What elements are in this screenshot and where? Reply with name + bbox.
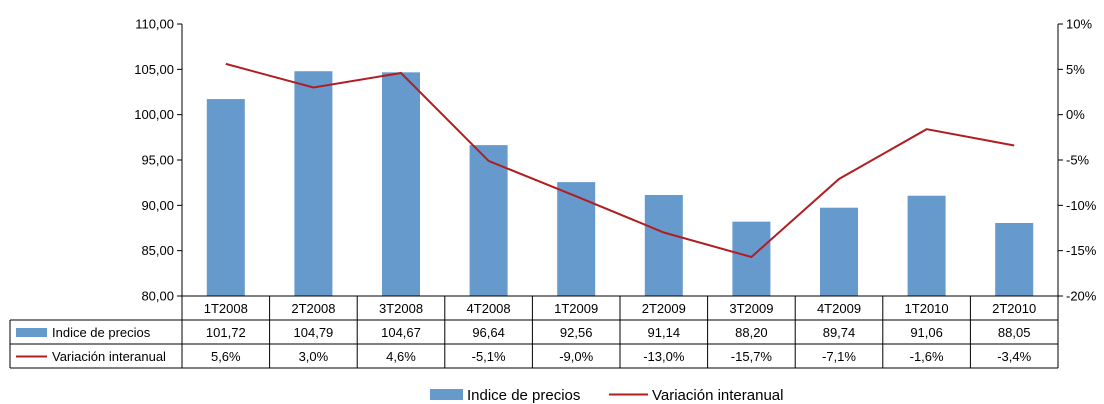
y-right-tick-label: -10% bbox=[1066, 198, 1097, 213]
data-label-variacion: 5,6% bbox=[211, 349, 241, 364]
data-label-variacion: -9,0% bbox=[559, 349, 593, 364]
category-label: 2T2010 bbox=[992, 301, 1036, 316]
y-left-tick-label: 95,00 bbox=[141, 153, 174, 168]
data-label-indice: 96,64 bbox=[472, 325, 505, 340]
y-right-tick-label: 0% bbox=[1066, 107, 1085, 122]
category-label: 3T2009 bbox=[729, 301, 773, 316]
category-label: 2T2009 bbox=[642, 301, 686, 316]
category-label: 1T2010 bbox=[905, 301, 949, 316]
data-label-indice: 91,06 bbox=[910, 325, 943, 340]
data-label-variacion: -13,0% bbox=[643, 349, 685, 364]
data-label-indice: 91,14 bbox=[648, 325, 681, 340]
data-label-variacion: -7,1% bbox=[822, 349, 856, 364]
table-series-name: Variación interanual bbox=[52, 349, 166, 364]
data-label-variacion: -5,1% bbox=[472, 349, 506, 364]
data-label-variacion: -3,4% bbox=[997, 349, 1031, 364]
y-right-tick-label: 5% bbox=[1066, 62, 1085, 77]
plot-area: 110,00 105,00 100,00 95,00 90,00 85,00 80,00 10… bbox=[134, 17, 1097, 304]
table-series-name: Indice de precios bbox=[52, 325, 151, 340]
data-label-indice: 88,05 bbox=[998, 325, 1031, 340]
bar-1T2009 bbox=[557, 182, 596, 296]
data-label-indice: 88,20 bbox=[735, 325, 768, 340]
line-variacion-interanual bbox=[225, 62, 1015, 259]
category-label: 2T2008 bbox=[291, 301, 335, 316]
legend-label-bar: Indice de precios bbox=[467, 387, 580, 404]
bar-3T2008 bbox=[382, 72, 420, 296]
legend-label-line: Variación interanual bbox=[652, 387, 783, 404]
data-label-indice: 89,74 bbox=[823, 325, 856, 340]
y-left-tick-label: 85,00 bbox=[141, 243, 174, 258]
y-right-tick-label: 10% bbox=[1066, 17, 1092, 32]
y-left-tick-label: 110,00 bbox=[135, 17, 174, 32]
data-label-indice: 92,56 bbox=[560, 325, 593, 340]
bar-4T2009 bbox=[820, 207, 858, 296]
category-label: 1T2009 bbox=[554, 301, 598, 316]
y-left-tick-label: 105,00 bbox=[134, 62, 174, 77]
data-table: 1T2008 2T2008 3T2008 4T2008 1T2009 2T2009 3T20… bbox=[9, 295, 1059, 369]
category-label: 1T2008 bbox=[204, 301, 248, 316]
category-label: 4T2008 bbox=[467, 301, 511, 316]
table-swatch-bar bbox=[16, 328, 47, 337]
data-label-indice: 104,67 bbox=[381, 325, 421, 340]
bar-3T2009 bbox=[732, 221, 771, 296]
bar-1T2010 bbox=[907, 195, 946, 296]
y-right-tick-label: -15% bbox=[1066, 243, 1097, 258]
data-label-variacion: 4,6% bbox=[386, 349, 416, 364]
bar-2T2009 bbox=[644, 194, 683, 296]
legend-swatch-bar bbox=[430, 389, 463, 400]
data-label-variacion: 3,0% bbox=[299, 349, 329, 364]
data-label-indice: 104,79 bbox=[294, 325, 334, 340]
bar-1T2008 bbox=[206, 99, 245, 297]
category-label: 3T2008 bbox=[379, 301, 423, 316]
data-label-indice: 101,72 bbox=[206, 325, 246, 340]
y-left-tick-label: 90,00 bbox=[141, 198, 174, 213]
data-label-variacion: -15,7% bbox=[731, 349, 773, 364]
bar-2T2008 bbox=[294, 71, 333, 296]
y-right-tick-label: -20% bbox=[1066, 289, 1097, 304]
category-label: 4T2009 bbox=[817, 301, 861, 316]
y-left-tick-label: 80,00 bbox=[141, 289, 174, 304]
bar-4T2008 bbox=[469, 145, 508, 296]
legend: Indice de precios Variación interanual bbox=[430, 387, 783, 404]
bar-2T2010 bbox=[995, 223, 1034, 296]
data-label-variacion: -1,6% bbox=[910, 349, 944, 364]
y-right-tick-label: -5% bbox=[1066, 153, 1090, 168]
y-left-tick-label: 100,00 bbox=[134, 107, 174, 122]
